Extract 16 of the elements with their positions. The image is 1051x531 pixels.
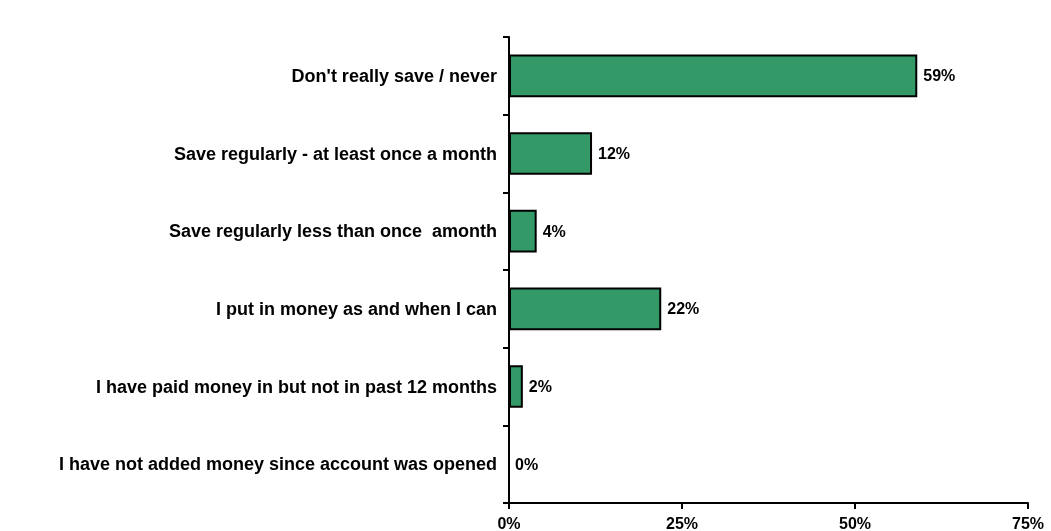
- data-label: 59%: [923, 67, 956, 85]
- y-tick-label: Save regularly less than once amonth: [168, 221, 497, 242]
- x-tick-label: 50%: [838, 514, 872, 531]
- data-label: 4%: [542, 222, 566, 240]
- data-label: 22%: [667, 300, 700, 318]
- x-tick-label: 25%: [665, 514, 699, 531]
- data-label: 12%: [598, 145, 631, 162]
- data-label: 2%: [528, 378, 552, 395]
- y-tick-label: I have paid money in but not in past 12 months: [95, 376, 497, 397]
- data-label: 0%: [515, 455, 539, 473]
- y-tick-label: I put in money as and when I can: [215, 298, 497, 319]
- y-tick-label: I have not added money since account was opened: [58, 454, 497, 475]
- x-tick-label: 75%: [1011, 514, 1045, 531]
- x-tick-label: 0%: [497, 514, 521, 531]
- y-tick-label: Don't really save / never: [291, 65, 497, 86]
- y-tick-label: Save regularly - at least once a month: [173, 143, 497, 164]
